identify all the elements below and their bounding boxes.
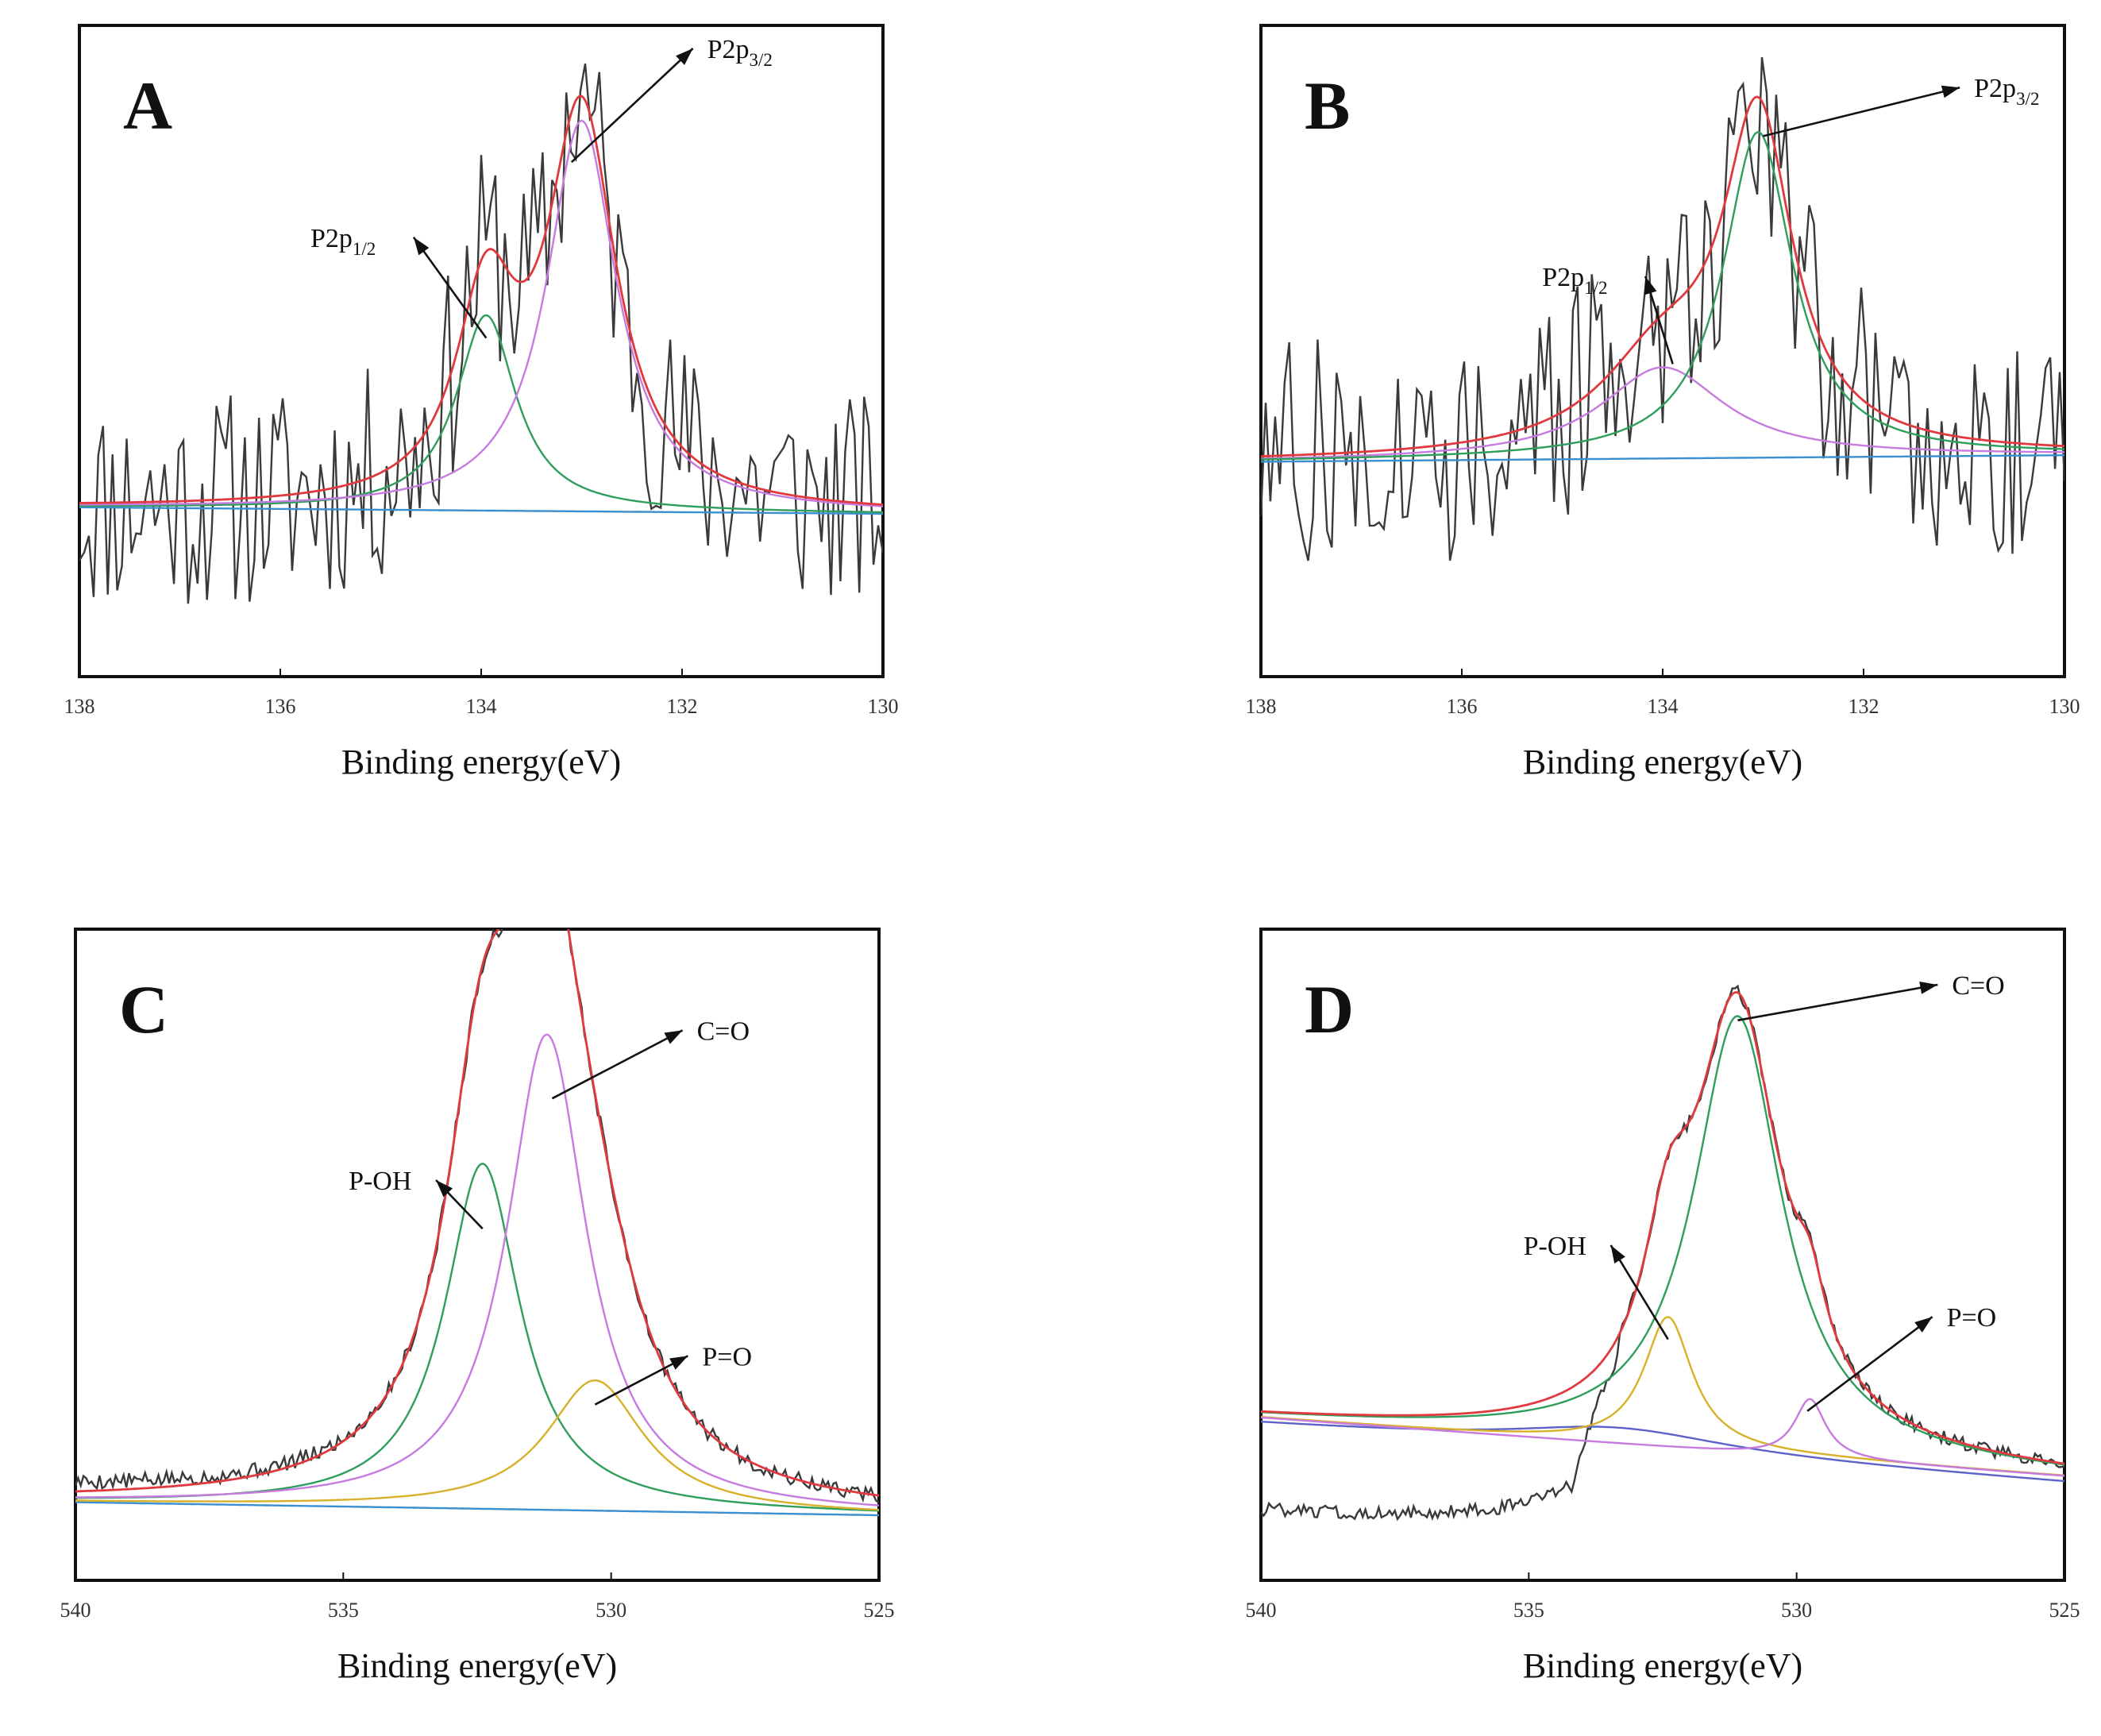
x-tick-label: 132 bbox=[1848, 695, 1879, 718]
panel-letter: A bbox=[123, 68, 172, 144]
fit-envelope-line bbox=[75, 929, 879, 1497]
fit-component-line bbox=[75, 1163, 879, 1512]
fit-component-line bbox=[1261, 1015, 2064, 1466]
annotation-arrow-head bbox=[676, 48, 693, 65]
peak-label-subscript: 3/2 bbox=[750, 50, 773, 70]
x-tick-label: 525 bbox=[2049, 1599, 2080, 1622]
annotation-arrow-line bbox=[1737, 983, 1938, 1022]
fit-envelope-line bbox=[1261, 95, 2064, 457]
annotation-arrow-head bbox=[1644, 276, 1657, 295]
x-tick-label: 535 bbox=[328, 1599, 359, 1622]
x-tick-label: 540 bbox=[1246, 1599, 1277, 1622]
peak-label-subscript: 1/2 bbox=[1584, 278, 1607, 298]
x-tick-label: 525 bbox=[864, 1599, 895, 1622]
peak-label: P-OH bbox=[349, 1167, 411, 1196]
plot-frame bbox=[74, 928, 881, 1582]
peak-label: P-OH bbox=[1524, 1232, 1586, 1261]
peak-label: P=O bbox=[1947, 1303, 1997, 1333]
annotation-arrow-head bbox=[1919, 981, 1938, 994]
peak-label: P=O bbox=[702, 1342, 752, 1371]
annotation-arrow-line bbox=[570, 48, 694, 164]
plot-area bbox=[75, 929, 879, 1517]
raw-spectrum-line bbox=[79, 63, 883, 604]
x-tick-label: 535 bbox=[1513, 1599, 1544, 1622]
annotation-arrow-head bbox=[1914, 1317, 1933, 1333]
background-line bbox=[79, 506, 883, 515]
x-axis-title: Binding energy(eV) bbox=[341, 743, 621, 781]
fit-component-line bbox=[1261, 131, 2064, 461]
annotation-arrow-head bbox=[413, 237, 430, 256]
annotation-arrow-head bbox=[1941, 85, 1960, 98]
panel-letter: B bbox=[1305, 68, 1350, 144]
peak-label: P2p1/2 bbox=[1542, 263, 1607, 298]
fit-component-line bbox=[75, 1033, 879, 1506]
plot-frame bbox=[78, 24, 885, 678]
x-tick-label: 530 bbox=[596, 1599, 626, 1622]
plot-area bbox=[79, 63, 883, 604]
plot-area bbox=[1261, 57, 2064, 561]
peak-label-subscript: 3/2 bbox=[2016, 89, 2039, 109]
x-tick-label: 138 bbox=[1246, 695, 1277, 718]
x-tick-label: 540 bbox=[60, 1599, 91, 1622]
panel-d: D 540 535 530 525 Binding energy(eV) C=O P-OH P=… bbox=[1246, 928, 2080, 1685]
annotation-arrow-head bbox=[669, 1356, 688, 1370]
fit-envelope-line bbox=[1261, 991, 2064, 1465]
x-tick-label: 530 bbox=[1781, 1599, 1812, 1622]
annotation-arrow-head bbox=[1610, 1245, 1625, 1263]
annotation-arrow-line bbox=[412, 237, 488, 339]
x-axis-title: Binding energy(eV) bbox=[337, 1646, 617, 1685]
panel-b: B 138 136 134 132 130 Binding energy(eV) P2p1/2… bbox=[1246, 24, 2080, 781]
background-line bbox=[1261, 454, 2064, 463]
x-axis-title: Binding energy(eV) bbox=[1523, 743, 1802, 781]
x-tick-label: 130 bbox=[2049, 695, 2080, 718]
fit-component-line bbox=[1261, 1316, 2064, 1477]
raw-spectrum-line bbox=[1261, 57, 2064, 561]
peak-label: P2p3/2 bbox=[1974, 74, 2039, 109]
x-tick-label: 136 bbox=[1447, 695, 1478, 718]
annotation-arrow-line bbox=[1806, 1316, 1933, 1412]
x-tick-label: 136 bbox=[265, 695, 296, 718]
peak-label: P2p3/2 bbox=[707, 35, 773, 70]
peak-label: C=O bbox=[697, 1017, 750, 1046]
x-tick-label: 130 bbox=[868, 695, 899, 718]
background-line bbox=[1261, 1420, 2064, 1483]
annotation-arrow-line bbox=[1609, 1244, 1669, 1341]
fit-component-line bbox=[1261, 366, 2064, 460]
peak-label-subscript: 1/2 bbox=[353, 239, 376, 259]
panel-a: A 138 136 134 132 130 Binding energy(eV) P2p1/2… bbox=[64, 24, 899, 781]
annotation-arrow-head bbox=[664, 1030, 683, 1044]
fit-component-line bbox=[1261, 1398, 2064, 1477]
background-line bbox=[75, 1501, 879, 1517]
plot-frame bbox=[1259, 24, 2066, 678]
x-tick-label: 138 bbox=[64, 695, 95, 718]
fit-component-line bbox=[79, 119, 883, 507]
panel-letter: D bbox=[1305, 971, 1354, 1047]
x-tick-label: 132 bbox=[667, 695, 698, 718]
panel-letter: C bbox=[119, 971, 168, 1047]
plot-area bbox=[1261, 984, 2064, 1522]
fit-component-line bbox=[79, 314, 883, 514]
peak-label: C=O bbox=[1952, 971, 2004, 1001]
x-tick-label: 134 bbox=[466, 695, 497, 718]
annotation-arrow-line bbox=[1763, 86, 1960, 137]
plot-frame bbox=[1259, 928, 2066, 1582]
annotation-arrow-line bbox=[551, 1029, 684, 1100]
peak-label: P2p1/2 bbox=[310, 224, 376, 259]
fit-component-line bbox=[75, 1379, 879, 1511]
panel-c: C 540 535 530 525 Binding energy(eV) P-OH C=O P=… bbox=[60, 928, 895, 1685]
fit-envelope-line bbox=[79, 95, 883, 506]
annotation-arrow-head bbox=[436, 1180, 453, 1198]
x-tick-label: 134 bbox=[1648, 695, 1679, 718]
x-axis-title: Binding energy(eV) bbox=[1523, 1646, 1802, 1685]
